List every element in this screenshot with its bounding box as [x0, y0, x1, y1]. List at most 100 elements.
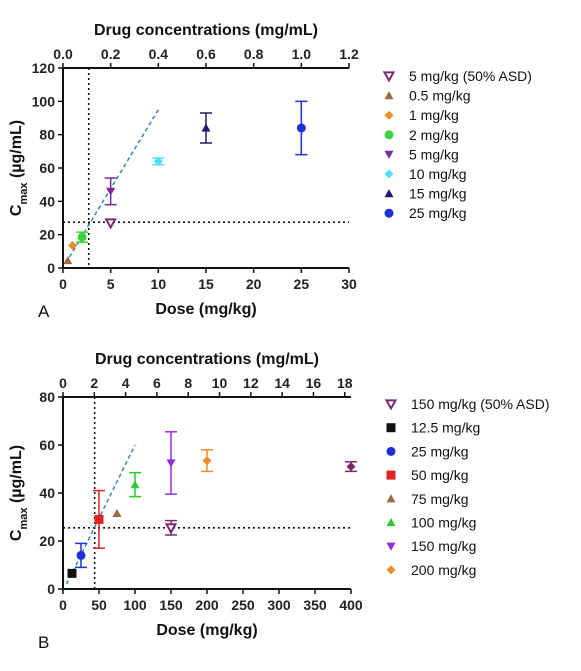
x-tick-label: 300: [267, 597, 291, 613]
legend-marker: [386, 565, 396, 575]
legend-marker: [386, 446, 396, 456]
data-point: [76, 550, 86, 560]
x2-tick-label: 8: [184, 375, 192, 391]
x2-tick-label: 0: [59, 375, 67, 391]
legend-label: 200 mg/kg: [411, 562, 476, 578]
linear-fit-line: [65, 444, 136, 585]
x-tick-label: 15: [198, 276, 214, 292]
data-point: [94, 514, 104, 524]
y-tick-label: 80: [39, 389, 55, 405]
y-tick-label: 20: [39, 227, 55, 243]
y-tick-label: 0: [47, 260, 55, 276]
x-tick-label: 400: [339, 597, 363, 613]
x2-axis-title: Drug concentrations (mg/mL): [94, 22, 318, 39]
y-axis-title-main: C: [8, 529, 25, 541]
x-tick-label: 150: [159, 597, 183, 613]
legend-label: 10 mg/kg: [409, 166, 467, 182]
y-tick-label: 40: [39, 193, 55, 209]
data-point: [130, 480, 140, 489]
legend-marker: [386, 470, 396, 480]
legend-marker: [384, 189, 394, 198]
legend-label: 0.5 mg/kg: [409, 88, 470, 104]
data-point: [63, 256, 73, 265]
x-tick-label: 0: [59, 597, 67, 613]
x-tick-label: 25: [294, 276, 310, 292]
x2-tick-label: 0.2: [101, 46, 121, 62]
legend-label: 5 mg/kg: [409, 146, 459, 162]
y-axis-title-sub: max: [18, 182, 30, 205]
legend-marker: [384, 150, 394, 159]
legend-marker: [384, 130, 394, 140]
legend-label: 150 mg/kg: [411, 538, 476, 554]
legend-label: 75 mg/kg: [411, 491, 469, 507]
data-point: [201, 123, 211, 132]
data-point: [106, 187, 116, 196]
y-axis-title-main: C: [8, 204, 25, 216]
legend-label: 50 mg/kg: [411, 467, 469, 483]
legend-label: 12.5 mg/kg: [411, 420, 480, 436]
legend-label: 100 mg/kg: [411, 515, 476, 531]
legend-label: 1 mg/kg: [409, 107, 459, 123]
x-tick-label: 200: [195, 597, 219, 613]
y-tick-label: 60: [39, 437, 55, 453]
x2-tick-label: 16: [306, 375, 322, 391]
x2-tick-label: 0.8: [244, 46, 264, 62]
panel-label: A: [38, 302, 50, 321]
y-axis-title-unit: (µg/mL): [8, 120, 25, 183]
x2-tick-label: 10: [212, 375, 228, 391]
x2-tick-label: 0.6: [196, 46, 216, 62]
panel-label: B: [38, 633, 49, 652]
x2-tick-label: 4: [122, 375, 130, 391]
legend-marker: [384, 399, 398, 411]
data-point: [202, 456, 212, 466]
data-point: [67, 568, 77, 578]
data-point: [164, 523, 178, 535]
legend-label: 5 mg/kg (50% ASD): [409, 68, 532, 84]
y-tick-label: 40: [39, 485, 55, 501]
x2-tick-label: 14: [274, 375, 290, 391]
data-point: [153, 156, 163, 166]
x2-tick-label: 18: [337, 375, 353, 391]
data-point: [112, 508, 122, 517]
legend-marker: [386, 518, 396, 527]
legend-marker: [386, 542, 396, 551]
legend: 5 mg/kg (50% ASD) 0.5 mg/kg 1 mg/kg 2 mg/kg…: [382, 68, 532, 221]
data-point: [166, 459, 176, 468]
y-tick-label: 0: [47, 581, 55, 597]
x-tick-label: 30: [341, 276, 357, 292]
x2-tick-label: 1.0: [292, 46, 312, 62]
legend-marker: [386, 423, 396, 433]
y-tick-label: 80: [39, 127, 55, 143]
legend-label: 25 mg/kg: [409, 205, 467, 221]
y-axis-title-unit: (µg/mL): [8, 445, 25, 508]
y-axis-title: Cmax (µg/mL): [8, 445, 30, 541]
x2-tick-label: 6: [153, 375, 161, 391]
y-tick-label: 120: [32, 60, 56, 76]
legend-marker: [384, 169, 394, 179]
x-tick-label: 100: [123, 597, 147, 613]
data-point: [296, 123, 306, 133]
x2-tick-label: 1.2: [339, 46, 359, 62]
x-tick-label: 20: [246, 276, 262, 292]
y-tick-label: 60: [39, 160, 55, 176]
x2-tick-label: 2: [90, 375, 98, 391]
y-axis-title: Cmax (µg/mL): [8, 120, 30, 216]
x2-tick-label: 0.0: [53, 46, 73, 62]
chart-panel-A: 0 20 40 60 80 100 120 0 5 10 15 20 25 30 0.0 0.2 0.4 0.6 0…: [8, 22, 532, 321]
x-tick-label: 50: [91, 597, 107, 613]
legend-marker: [384, 91, 394, 100]
legend: 150 mg/kg (50% ASD) 12.5 mg/kg 25 mg/kg 50 …: [384, 396, 550, 578]
x-tick-label: 5: [107, 276, 115, 292]
x-axis-title: Dose (mg/kg): [155, 301, 256, 318]
legend-label: 150 mg/kg (50% ASD): [411, 396, 550, 412]
x2-axis-title: Drug concentrations (mg/mL): [95, 351, 319, 368]
x2-tick-label: 0.4: [149, 46, 169, 62]
x-axis-title: Dose (mg/kg): [156, 622, 257, 639]
legend-marker: [384, 110, 394, 120]
y-axis-title-sub: max: [18, 507, 30, 530]
data-point: [77, 232, 87, 242]
legend-marker: [386, 494, 396, 503]
x-tick-label: 0: [59, 276, 67, 292]
